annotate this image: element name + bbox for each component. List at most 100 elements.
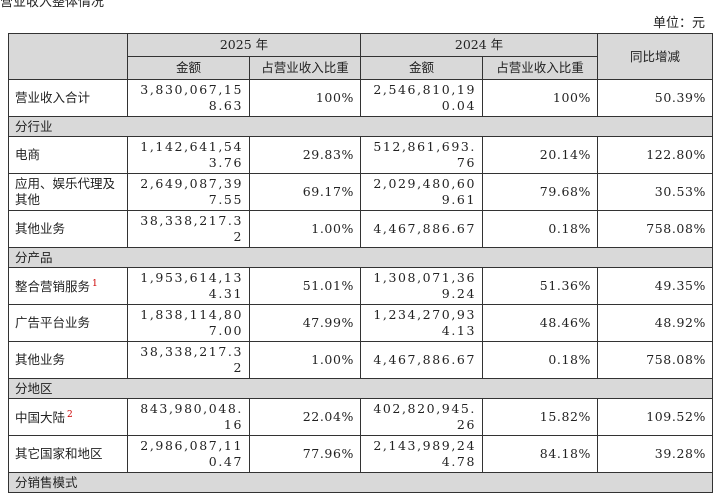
row-label: 其他业务 [8, 341, 128, 379]
value-cell: 109.52% [597, 398, 714, 436]
cell-text: 其他业务 [15, 221, 66, 236]
cell-text: 50.39% [654, 90, 707, 105]
value-cell: 22.04% [248, 398, 362, 436]
cell-text: 1,234,270,934.13 [373, 307, 477, 338]
value-cell: 48.46% [482, 304, 599, 342]
sub-header: 金额 [127, 56, 250, 80]
sub-header: 占营业收入比重 [248, 56, 362, 80]
cell-text: 1,838,114,807.00 [140, 307, 243, 338]
cell-text: 1.00% [311, 221, 355, 236]
value-cell: 512,861,693.76 [360, 136, 484, 174]
section-label: 分产品 [7, 247, 714, 268]
cell-text: 广告平台业务 [15, 315, 91, 330]
value-cell: 1,838,114,807.00 [127, 304, 250, 342]
data-row: 其它国家和地区 2,986,087,110.47 77.96% 2,143,989,2… [8, 435, 714, 473]
value-cell: 77.96% [248, 435, 362, 473]
cell-text: 3,830,067,158.63 [140, 82, 243, 113]
year-header: 2024 年 [360, 33, 599, 57]
header-row: 金额 占营业收入比重 金额 占营业收入比重 [9, 56, 713, 80]
cell-text: 758.08% [646, 221, 707, 236]
value-cell: 79.68% [482, 173, 599, 211]
unit: 单位：元 [652, 16, 705, 31]
cell-text: 营业收入合计 [15, 90, 91, 105]
cell-text: 122.80% [646, 147, 707, 162]
cell-text: 77.96% [302, 446, 355, 461]
value-cell: 38,338,217.32 [127, 341, 250, 379]
value-cell: 1.00% [248, 341, 362, 379]
cell-text: 79.68% [539, 184, 592, 199]
cell-text: 2,546,810,190.04 [373, 82, 477, 113]
value-cell: 49.35% [597, 267, 714, 305]
value-cell: 4,467,886.67 [360, 341, 484, 379]
section-label: 分行业 [7, 116, 714, 137]
data-row: 营业收入合计 3,830,067,158.63 100% 2,546,810,190.… [8, 79, 714, 117]
value-cell: 758.08% [597, 210, 714, 248]
cell-text: 其他业务 [15, 352, 66, 367]
section-row: 分地区 [7, 378, 714, 399]
value-cell: 2,649,087,397.55 [127, 173, 250, 211]
value-cell: 47.99% [248, 304, 362, 342]
cell-text: 84.18% [539, 446, 592, 461]
row-label: 其他业务 [8, 210, 128, 248]
value-cell: 51.01% [248, 267, 362, 305]
cell-text: 应用、娱乐代理及其他 [15, 176, 116, 207]
sub-header: 金额 [360, 56, 484, 80]
value-cell: 29.83% [248, 136, 362, 174]
data-row: 电商 1,142,641,543.76 29.83% 512,861,693.76 20… [8, 136, 714, 174]
cell-text: 100% [315, 90, 355, 105]
data-row: 其他业务 38,338,217.32 1.00% 4,467,886.67 0.18% 7… [8, 341, 714, 379]
value-cell: 2,029,480,609.61 [360, 173, 484, 211]
data-row: 广告平台业务 1,838,114,807.00 47.99% 1,234,270,93… [8, 304, 714, 342]
value-cell: 843,980,048.16 [127, 398, 250, 436]
value-cell: 50.39% [597, 79, 714, 117]
cell-text: 1,142,641,543.76 [140, 139, 243, 170]
header-cell [8, 33, 128, 80]
cell-text: 758.08% [646, 352, 707, 367]
value-cell: 100% [248, 79, 362, 117]
cell-text: 49.35% [654, 278, 707, 293]
revenue-table: 2025 年 2024 年同比增减 金额 占营业收入比重 金额 占营业收入比重 营业收入合计… [7, 33, 714, 493]
cell-text: 48.46% [539, 315, 592, 330]
value-cell: 0.18% [482, 210, 599, 248]
row-label: 营业收入合计 [8, 79, 128, 117]
footnote-marker: 1 [92, 279, 98, 290]
cell-text: 100% [552, 90, 592, 105]
cell-text: 中国大陆 [15, 410, 66, 426]
value-cell: 69.17% [248, 173, 362, 211]
cell-text: 47.99% [302, 315, 355, 330]
section-row: 分行业 [7, 116, 714, 137]
row-label: 中国大陆 2 [8, 398, 128, 436]
cell-text: 39.28% [654, 446, 707, 461]
row-label: 整合营销服务 1 [8, 267, 128, 305]
value-cell: 1,953,614,134.31 [127, 267, 250, 305]
cell-text: 2,649,087,397.55 [140, 176, 243, 207]
cell-text: 0.18% [548, 221, 592, 236]
value-cell: 122.80% [597, 136, 714, 174]
row-label: 其它国家和地区 [8, 435, 128, 473]
cell-text: 整合营销服务 [15, 279, 91, 295]
cell-text: 51.01% [302, 278, 355, 293]
value-cell: 2,143,989,244.78 [360, 435, 484, 473]
year-header: 2025 年 [126, 33, 362, 57]
data-row: 整合营销服务 1 1,953,614,134.31 51.01% 1,308,071,3… [8, 267, 714, 305]
row-label: 应用、娱乐代理及其他 [8, 173, 128, 211]
cell-text: 2,143,989,244.78 [373, 438, 477, 469]
value-cell: 0.18% [482, 341, 599, 379]
cell-text: 0.18% [548, 352, 592, 367]
value-cell: 20.14% [482, 136, 599, 174]
cell-text: 402,820,945.26 [373, 401, 477, 432]
cell-text: 48.92% [654, 315, 707, 330]
cell-text: 38,338,217.32 [140, 213, 243, 244]
value-cell: 1,308,071,369.24 [360, 267, 484, 305]
cell-text: 29.83% [302, 147, 355, 162]
section-row: 分产品 [7, 247, 714, 268]
cell-text: 69.17% [302, 184, 355, 199]
header-row: 2025 年 2024 年同比增减 [8, 33, 714, 80]
cell-text: 843,980,048.16 [140, 401, 243, 432]
cell-text: 51.36% [539, 278, 592, 293]
cell-text: 其它国家和地区 [15, 446, 103, 461]
cell-text: 电商 [15, 147, 41, 162]
row-label: 广告平台业务 [8, 304, 128, 342]
section-label: 分销售模式 [7, 472, 714, 493]
